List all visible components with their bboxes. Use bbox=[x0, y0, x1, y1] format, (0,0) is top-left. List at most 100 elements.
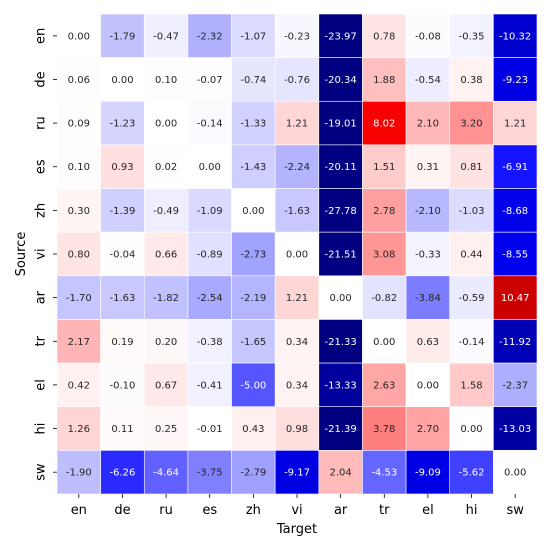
heatmap-cell bbox=[274, 450, 320, 495]
cell-value-label: 8.02 bbox=[373, 119, 395, 130]
heatmap-cell bbox=[493, 450, 538, 495]
heatmap-cell bbox=[449, 319, 494, 364]
heatmap-cell bbox=[274, 319, 320, 364]
cell-value-label: 0.09 bbox=[68, 119, 90, 130]
cell-value-label: -0.59 bbox=[459, 293, 485, 304]
x-tick-label: el bbox=[422, 503, 434, 518]
cell-value-label: 0.34 bbox=[286, 380, 308, 391]
cell-value-label: -1.43 bbox=[240, 162, 266, 173]
heatmap-cell bbox=[405, 57, 451, 102]
cell-value-label: -5.00 bbox=[240, 380, 266, 391]
cell-value-label: -0.82 bbox=[371, 293, 397, 304]
heatmap-cell bbox=[231, 57, 276, 102]
cell-value-label: 0.00 bbox=[330, 293, 352, 304]
heatmap-cell bbox=[143, 13, 189, 58]
cell-value-label: 0.00 bbox=[504, 468, 526, 479]
cell-value-label: 2.04 bbox=[330, 468, 352, 479]
cell-value-label: -0.07 bbox=[197, 75, 223, 86]
cell-value-label: 0.98 bbox=[286, 424, 308, 435]
heatmap-cell bbox=[56, 100, 101, 146]
cell-value-label: 1.58 bbox=[460, 380, 482, 391]
cell-value-label: -0.41 bbox=[197, 380, 223, 391]
heatmap-cell bbox=[362, 319, 407, 364]
cell-value-label: -4.64 bbox=[153, 468, 179, 479]
heatmap-cell bbox=[405, 231, 451, 277]
heatmap-cell bbox=[143, 57, 189, 102]
heatmap-cell bbox=[405, 450, 451, 495]
y-tick-label: vi bbox=[34, 248, 49, 259]
cell-value-label: 10.47 bbox=[501, 293, 530, 304]
cell-value-label: -0.47 bbox=[153, 31, 179, 42]
x-tick-label: vi bbox=[291, 503, 302, 518]
cell-value-label: -0.76 bbox=[284, 75, 310, 86]
y-tick-label: hi bbox=[34, 423, 49, 435]
cell-value-label: -0.35 bbox=[459, 31, 485, 42]
cell-value-label: -0.08 bbox=[415, 31, 441, 42]
x-tick-label: tr bbox=[379, 503, 390, 518]
heatmap-cell bbox=[318, 319, 363, 364]
y-axis-label: Source bbox=[14, 232, 29, 277]
cell-value-label: -2.32 bbox=[197, 31, 223, 42]
y-tick-label: es bbox=[34, 159, 49, 174]
heatmap-cell bbox=[449, 188, 494, 233]
cell-value-label: -0.54 bbox=[415, 75, 441, 86]
cell-value-label: -1.65 bbox=[240, 337, 266, 348]
cell-value-label: 0.44 bbox=[460, 250, 482, 261]
heatmap-cell bbox=[100, 275, 145, 320]
heatmap-cell bbox=[187, 406, 232, 451]
cell-value-label: 0.00 bbox=[155, 119, 177, 130]
heatmap-cell bbox=[100, 319, 145, 364]
x-tick-label: ru bbox=[159, 503, 173, 518]
cell-value-label: 0.11 bbox=[111, 424, 133, 435]
cell-value-label: -1.82 bbox=[153, 293, 179, 304]
heatmap-cell bbox=[318, 362, 363, 408]
cell-value-label: 0.30 bbox=[68, 206, 90, 217]
heatmap-cell bbox=[100, 13, 145, 58]
x-axis-ticks: en de ru es zh vi ar tr el hi sw bbox=[71, 494, 524, 518]
cell-value-label: 0.25 bbox=[155, 424, 177, 435]
cell-value-label: 1.21 bbox=[286, 119, 308, 130]
heatmap-cell bbox=[56, 57, 101, 102]
cell-value-label: 0.78 bbox=[373, 31, 395, 42]
cell-value-label: -0.74 bbox=[240, 75, 266, 86]
heatmap-cell bbox=[318, 275, 363, 320]
heatmap-cell bbox=[274, 144, 320, 189]
cell-value-label: 0.19 bbox=[111, 337, 133, 348]
heatmap-cell bbox=[362, 57, 407, 102]
heatmap-cell bbox=[449, 275, 494, 320]
y-tick-label: el bbox=[34, 379, 49, 391]
cell-value-label: 0.00 bbox=[373, 337, 395, 348]
cell-value-label: -8.55 bbox=[502, 250, 528, 261]
cell-value-label: 0.31 bbox=[417, 162, 439, 173]
heatmap-cell bbox=[231, 13, 276, 58]
cell-value-label: -2.19 bbox=[240, 293, 266, 304]
heatmap-cell bbox=[449, 57, 494, 102]
heatmap-cell bbox=[143, 100, 189, 146]
cell-value-label: -9.17 bbox=[284, 468, 310, 479]
y-axis-ticks: en de ru es zh vi ar tr el hi sw bbox=[34, 28, 57, 481]
y-tick-label: de bbox=[34, 71, 49, 87]
cell-value-label: 1.51 bbox=[373, 162, 395, 173]
cell-value-label: -0.04 bbox=[110, 250, 136, 261]
cell-value-label: -20.34 bbox=[325, 75, 357, 86]
heatmap-cell bbox=[362, 362, 407, 408]
cell-value-label: -13.03 bbox=[499, 424, 531, 435]
cell-value-label: -23.97 bbox=[325, 31, 357, 42]
heatmap-cell bbox=[493, 275, 538, 320]
heatmap-cell bbox=[362, 275, 407, 320]
cell-value-label: -1.33 bbox=[240, 119, 266, 130]
y-tick-label: en bbox=[34, 28, 49, 44]
heatmap-cell bbox=[56, 406, 101, 451]
cell-value-label: 2.70 bbox=[417, 424, 439, 435]
cell-value-label: 1.26 bbox=[68, 424, 90, 435]
cell-value-label: -1.07 bbox=[240, 31, 266, 42]
heatmap-cell bbox=[143, 406, 189, 451]
cell-value-label: -9.23 bbox=[502, 75, 528, 86]
heatmap-cell bbox=[493, 188, 538, 233]
heatmap-cell bbox=[100, 188, 145, 233]
heatmap-cell bbox=[405, 362, 451, 408]
y-tick-label: tr bbox=[34, 335, 49, 346]
y-tick-label: sw bbox=[34, 463, 49, 481]
cell-value-label: -1.09 bbox=[197, 206, 223, 217]
cell-value-label: -0.14 bbox=[197, 119, 223, 130]
